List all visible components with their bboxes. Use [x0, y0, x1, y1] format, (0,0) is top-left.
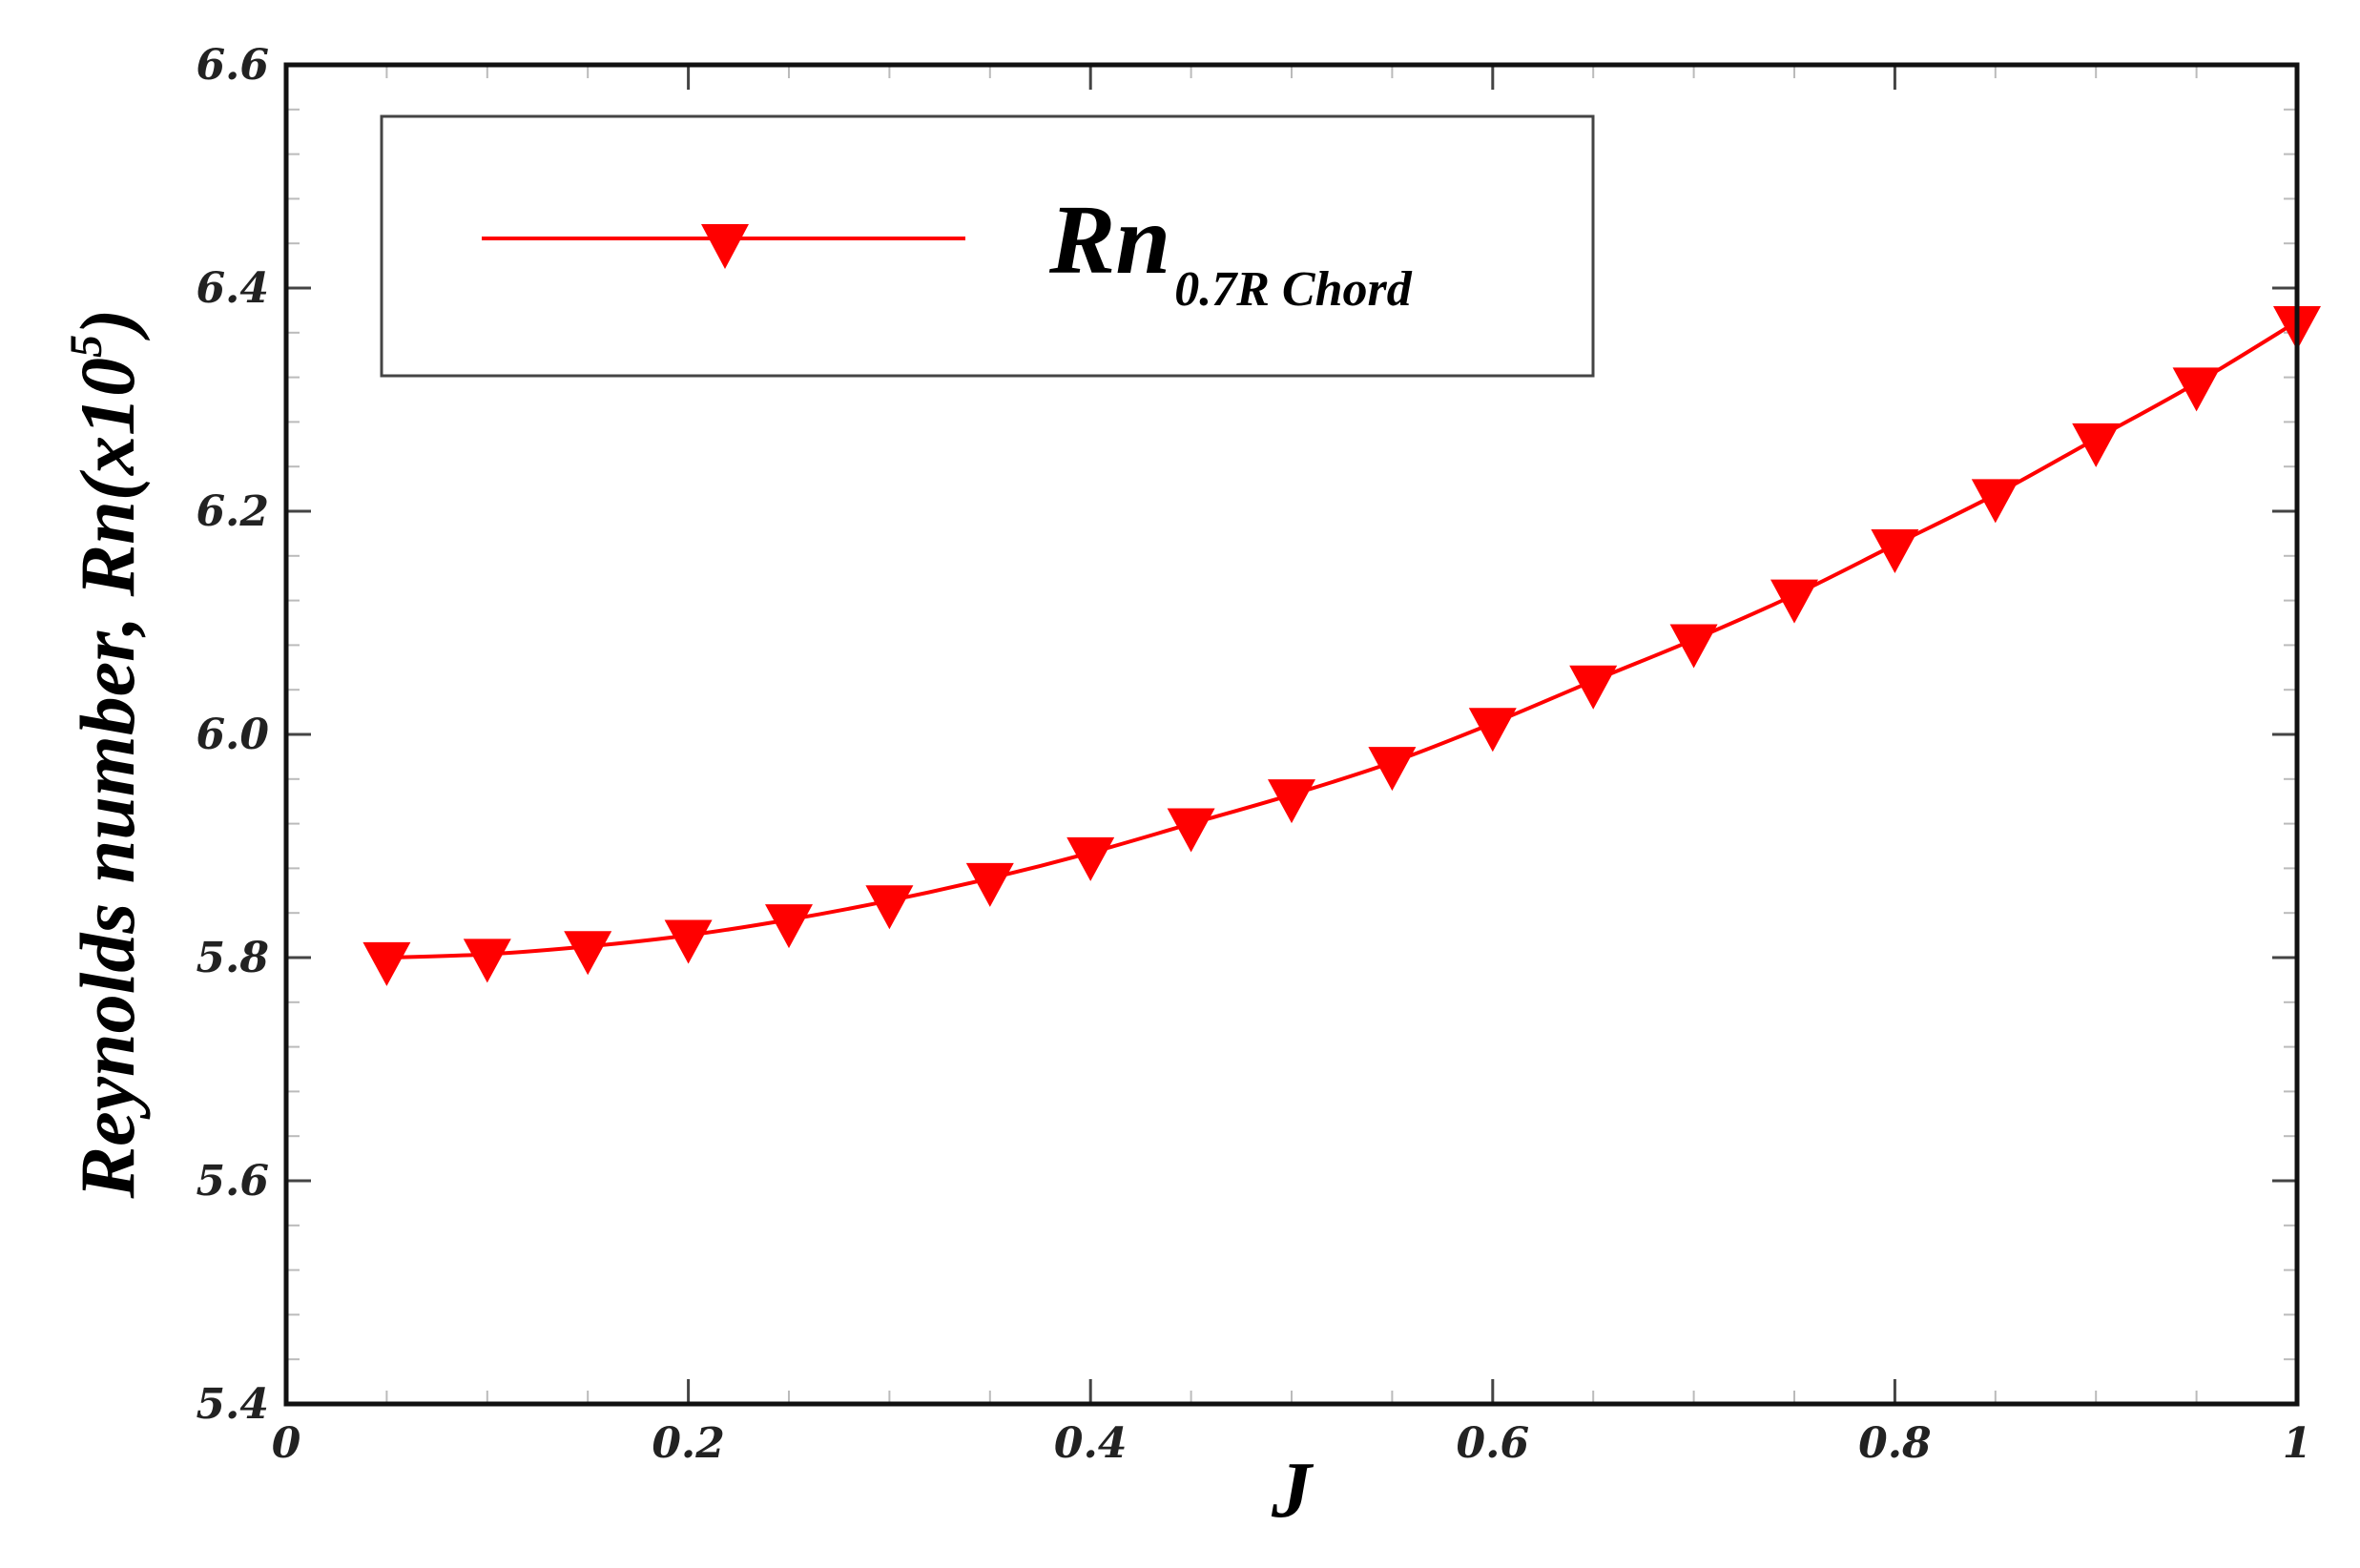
- x-tick-label: 0.6: [1457, 1419, 1530, 1468]
- data-point-marker: [865, 885, 914, 930]
- data-point-marker: [1368, 747, 1417, 792]
- x-tick-label: 0.8: [1858, 1419, 1932, 1468]
- data-point-marker: [1770, 579, 1818, 624]
- data-point-marker: [1971, 479, 2019, 524]
- legend-label: Rn0.7R Chord: [1048, 185, 1413, 317]
- plot-frame: [283, 62, 2300, 1407]
- x-tick-label: 0.4: [1054, 1419, 1128, 1468]
- data-point-marker: [1871, 529, 1919, 573]
- x-tick-label: 1: [2283, 1419, 2312, 1468]
- data-point-marker: [1569, 665, 1618, 710]
- y-tick-label: 5.8: [196, 934, 269, 982]
- data-point-marker: [564, 931, 612, 976]
- data-point-marker: [1167, 808, 1215, 853]
- data-point-marker: [2172, 367, 2221, 412]
- x-tick-label: 0.2: [652, 1419, 725, 1468]
- legend-label-sub: 0.7R Chord: [1174, 262, 1413, 317]
- y-tick-label: 5.6: [196, 1157, 269, 1206]
- data-point-marker: [463, 939, 511, 983]
- data-point-marker: [1268, 779, 1315, 824]
- data-point-marker: [765, 904, 813, 949]
- data-point-marker: [2072, 423, 2121, 467]
- y-tick-label: 6.0: [196, 711, 269, 759]
- data-point-marker: [1669, 624, 1718, 669]
- y-tick-label: 5.4: [196, 1380, 269, 1429]
- data-point-marker: [1468, 708, 1517, 753]
- y-axis-title-main: Reynolds number, Rn(x10: [64, 358, 151, 1200]
- legend-label-main: Rn: [1048, 185, 1170, 295]
- data-point-marker: [1066, 836, 1115, 881]
- y-axis-title: Reynolds number, Rn(x105): [61, 309, 151, 1200]
- x-axis-title: J: [1271, 1446, 1315, 1535]
- data-point-marker: [362, 941, 411, 986]
- data-point-marker: [965, 862, 1014, 907]
- y-tick-label: 6.4: [196, 264, 269, 313]
- legend: Rn0.7R Chord: [380, 114, 1595, 378]
- y-axis-title-sup: 5: [61, 335, 112, 358]
- legend-marker: [701, 224, 749, 269]
- x-tick-label: 0: [272, 1419, 301, 1468]
- series-layer: [362, 306, 2321, 986]
- y-tick-label: 6.6: [196, 41, 269, 90]
- data-point-marker: [664, 919, 713, 964]
- legend-box: [380, 114, 1595, 378]
- y-tick-label: 6.2: [196, 487, 269, 536]
- x-tick-labels: 0 0.2 0.4 0.6 0.8 1: [272, 1419, 2312, 1468]
- y-tick-labels: 5.4 5.6 5.8 6.0 6.2 6.4 6.6: [196, 41, 269, 1429]
